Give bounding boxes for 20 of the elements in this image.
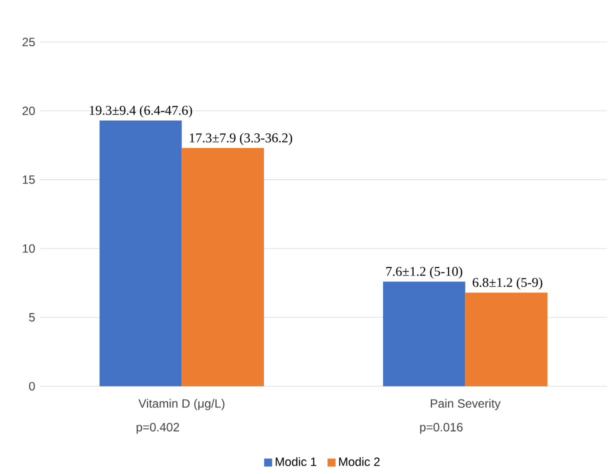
y-tick-label: 10 [22, 244, 35, 253]
y-tick-label: 15 [22, 175, 35, 184]
x-tick-label: Pain Severity [430, 398, 501, 410]
text: p=0.402 [136, 422, 180, 434]
bar [182, 148, 264, 386]
y-tick-label: 20 [22, 106, 35, 115]
data-label: 7.6±1.2 (5-10) [386, 266, 462, 279]
y-tick-label: 5 [29, 313, 35, 322]
data-label: 6.8±1.2 (5-9) [472, 277, 542, 290]
bar [383, 281, 466, 386]
y-tick-label: 0 [29, 382, 35, 390]
bar [465, 292, 548, 386]
text: p=0.016 [420, 422, 463, 434]
legend-label: Modic 2 [339, 457, 380, 466]
y-tick-label: 25 [22, 38, 35, 46]
legend-label: Modic 1 [276, 457, 316, 466]
bar [100, 120, 182, 386]
x-tick-label: Vitamin D (μg/L) [138, 398, 224, 410]
data-label: 17.3±7.9 (3.3-36.2) [190, 132, 292, 145]
data-label: 19.3±9.4 (6.4-47.6) [90, 105, 192, 118]
